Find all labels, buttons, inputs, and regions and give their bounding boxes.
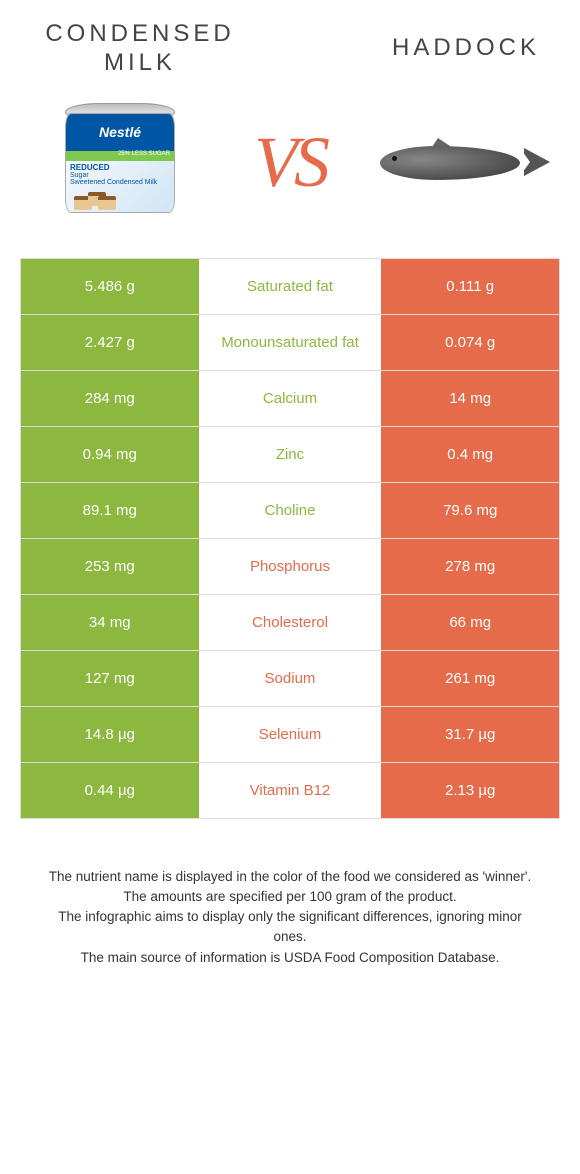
nutrient-name: Saturated fat: [199, 259, 382, 314]
comparison-table: 5.486 gSaturated fat0.111 g2.427 gMonoun…: [20, 258, 560, 819]
left-food-image: Nestlé 25% LESS SUGAR REDUCED Sugar Swee…: [30, 98, 210, 228]
left-value: 0.94 mg: [21, 427, 199, 482]
left-value: 127 mg: [21, 651, 199, 706]
right-value: 14 mg: [381, 371, 559, 426]
right-value: 0.111 g: [381, 259, 559, 314]
table-row: 89.1 mgCholine79.6 mg: [21, 483, 559, 539]
footer-line: The infographic aims to display only the…: [44, 907, 536, 948]
header: CONDENSED MILK HADDOCK: [20, 20, 560, 88]
right-value: 261 mg: [381, 651, 559, 706]
nutrient-name: Choline: [199, 483, 382, 538]
table-row: 34 mgCholesterol66 mg: [21, 595, 559, 651]
left-value: 14.8 µg: [21, 707, 199, 762]
table-row: 284 mgCalcium14 mg: [21, 371, 559, 427]
left-value: 253 mg: [21, 539, 199, 594]
table-row: 127 mgSodium261 mg: [21, 651, 559, 707]
nutrient-name: Phosphorus: [199, 539, 382, 594]
right-food-image: [370, 98, 550, 228]
left-value: 2.427 g: [21, 315, 199, 370]
table-row: 2.427 gMonounsaturated fat0.074 g: [21, 315, 559, 371]
right-value: 79.6 mg: [381, 483, 559, 538]
right-food-title: HADDOCK: [340, 34, 540, 63]
nutrient-name: Sodium: [199, 651, 382, 706]
nutrient-name: Zinc: [199, 427, 382, 482]
can-brand: Nestlé: [66, 114, 174, 151]
table-row: 14.8 µgSelenium31.7 µg: [21, 707, 559, 763]
table-row: 0.94 mgZinc0.4 mg: [21, 427, 559, 483]
right-value: 66 mg: [381, 595, 559, 650]
nutrient-name: Cholesterol: [199, 595, 382, 650]
left-value: 5.486 g: [21, 259, 199, 314]
right-value: 0.074 g: [381, 315, 559, 370]
nutrient-name: Monounsaturated fat: [199, 315, 382, 370]
table-row: 5.486 gSaturated fat0.111 g: [21, 259, 559, 315]
footer-line: The nutrient name is displayed in the co…: [44, 867, 536, 887]
nutrient-name: Selenium: [199, 707, 382, 762]
left-value: 284 mg: [21, 371, 199, 426]
table-row: 0.44 µgVitamin B122.13 µg: [21, 763, 559, 819]
right-value: 31.7 µg: [381, 707, 559, 762]
left-value: 0.44 µg: [21, 763, 199, 818]
nutrient-name: Calcium: [199, 371, 382, 426]
right-value: 2.13 µg: [381, 763, 559, 818]
left-value: 89.1 mg: [21, 483, 199, 538]
footer-line: The main source of information is USDA F…: [44, 948, 536, 968]
condensed-milk-can-icon: Nestlé 25% LESS SUGAR REDUCED Sugar Swee…: [65, 103, 175, 223]
left-food-title: CONDENSED MILK: [40, 20, 240, 78]
images-row: Nestlé 25% LESS SUGAR REDUCED Sugar Swee…: [20, 88, 560, 258]
left-value: 34 mg: [21, 595, 199, 650]
table-row: 253 mgPhosphorus278 mg: [21, 539, 559, 595]
nutrient-name: Vitamin B12: [199, 763, 382, 818]
right-value: 278 mg: [381, 539, 559, 594]
right-value: 0.4 mg: [381, 427, 559, 482]
haddock-fish-icon: [370, 138, 550, 188]
vs-label: VS: [254, 121, 326, 204]
footer-line: The amounts are specified per 100 gram o…: [44, 887, 536, 907]
can-tag: 25% LESS SUGAR: [66, 151, 174, 161]
footer-notes: The nutrient name is displayed in the co…: [20, 819, 560, 968]
